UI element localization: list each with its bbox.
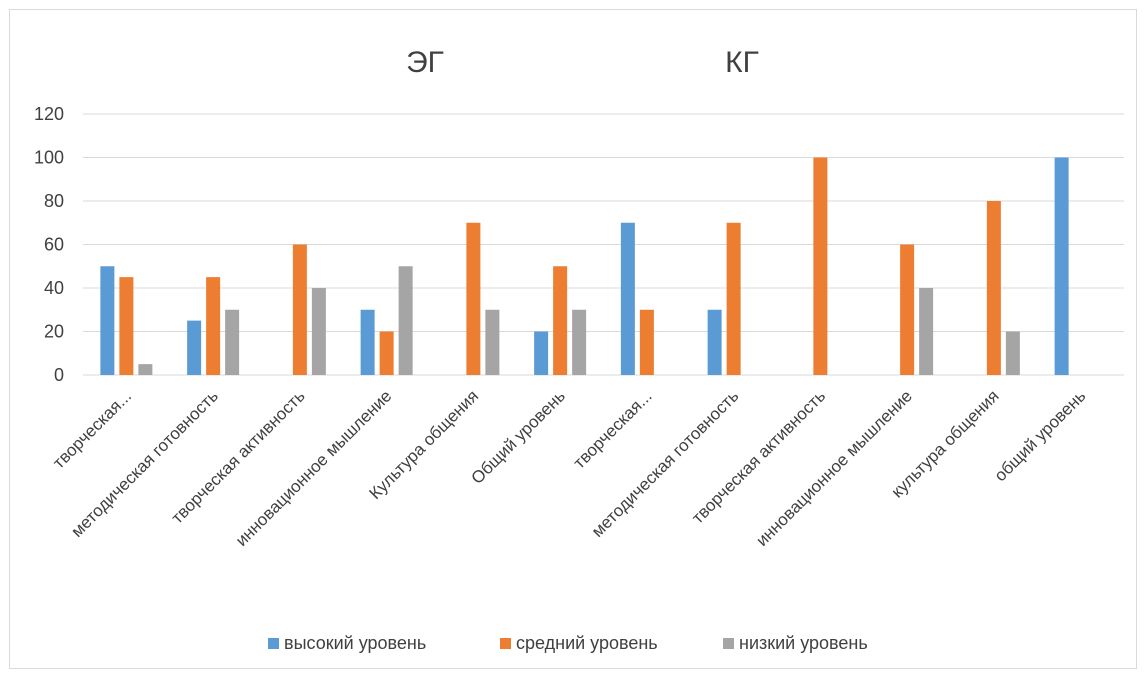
x-category-label: инновационное мышление xyxy=(752,386,916,550)
legend-label: средний уровень xyxy=(516,633,658,653)
bar xyxy=(485,309,500,375)
gridlines xyxy=(83,113,1124,376)
legend: высокий уровень средний уровень низкий уро… xyxy=(268,633,868,653)
bar xyxy=(726,222,741,375)
bar xyxy=(639,309,654,375)
bar xyxy=(1005,331,1020,375)
y-tick-label: 100 xyxy=(34,148,64,168)
bar xyxy=(572,309,587,375)
legend-label: высокий уровень xyxy=(284,633,426,653)
bar xyxy=(138,364,153,375)
y-tick-label: 20 xyxy=(44,322,64,342)
bar xyxy=(187,320,202,375)
bar xyxy=(813,157,828,375)
y-tick-label: 120 xyxy=(34,104,64,124)
bar xyxy=(620,222,635,375)
legend-swatch xyxy=(723,638,734,649)
bar xyxy=(707,309,722,375)
x-category-label: инновационное мышление xyxy=(232,386,396,550)
y-tick-label: 60 xyxy=(44,235,64,255)
bar xyxy=(466,222,481,375)
bar xyxy=(553,266,568,375)
bar xyxy=(1054,157,1069,375)
legend-label: низкий уровень xyxy=(739,633,868,653)
group-title-kg: КГ xyxy=(725,46,759,79)
y-tick-label: 40 xyxy=(44,278,64,298)
bar xyxy=(986,201,1001,375)
bar xyxy=(225,309,240,375)
legend-swatch xyxy=(268,638,279,649)
bar xyxy=(206,277,221,375)
y-tick-label: 0 xyxy=(54,365,64,385)
bar xyxy=(398,266,413,375)
y-axis-ticks: 0 20 40 60 80 100 120 xyxy=(34,104,64,385)
x-category-label: методическая готовность xyxy=(588,386,743,541)
bar xyxy=(360,309,375,375)
bar xyxy=(292,244,307,375)
bar xyxy=(379,331,394,375)
x-category-label: методическая готовность xyxy=(67,386,222,541)
bar xyxy=(119,277,134,375)
x-category-label: творческая... xyxy=(49,386,135,472)
bar xyxy=(919,288,934,375)
bar xyxy=(311,288,326,375)
chart-frame: 0 20 40 60 80 100 120 творческая... методическа… xyxy=(9,9,1137,669)
x-category-label: Общий уровень xyxy=(468,386,570,488)
x-axis-categories: творческая...методическая готовностьтвор… xyxy=(49,386,1089,550)
legend-swatch xyxy=(500,638,511,649)
bar xyxy=(534,331,549,375)
x-category-label: творческая... xyxy=(570,386,656,472)
group-title-eg: ЭГ xyxy=(406,46,444,79)
x-category-label: общий уровень xyxy=(991,386,1090,485)
bar xyxy=(900,244,915,375)
bars xyxy=(100,157,1069,375)
y-tick-label: 80 xyxy=(44,191,64,211)
bar xyxy=(100,266,115,375)
